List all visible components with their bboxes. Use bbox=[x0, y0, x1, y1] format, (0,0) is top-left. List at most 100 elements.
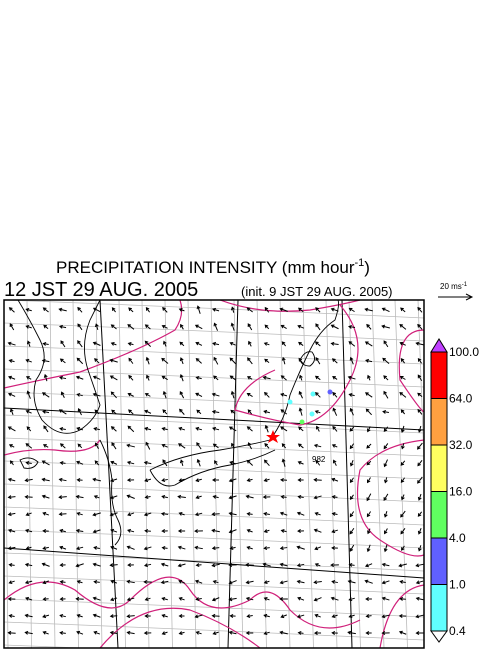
coastline bbox=[17, 300, 101, 434]
wind-arrow bbox=[109, 375, 118, 381]
wind-arrow bbox=[366, 477, 371, 484]
wind-arrow bbox=[246, 478, 253, 482]
wind-arrow bbox=[297, 443, 304, 449]
wind-arrow bbox=[245, 596, 254, 601]
colorbar-label: 0.4 bbox=[449, 624, 466, 638]
graticule-line bbox=[118, 300, 126, 648]
wind-arrow bbox=[417, 323, 423, 330]
wind-arrow bbox=[229, 546, 236, 551]
wind-arrow bbox=[211, 546, 220, 551]
wind-arrow bbox=[245, 580, 254, 585]
wind-arrow bbox=[144, 495, 151, 499]
graticule-line bbox=[210, 300, 220, 648]
wind-arrow bbox=[313, 631, 322, 635]
wind-arrow bbox=[111, 409, 117, 415]
wind-arrow bbox=[76, 426, 84, 431]
wind-arrow bbox=[297, 494, 304, 499]
wind-arrow bbox=[59, 358, 66, 364]
wind-arrow bbox=[280, 375, 287, 381]
wind-arrow bbox=[245, 631, 254, 635]
wind-arrow bbox=[349, 426, 355, 432]
wind-arrow bbox=[331, 444, 338, 448]
legend-arrow-head bbox=[465, 293, 474, 301]
wind-arrow bbox=[330, 307, 339, 312]
wind-arrow bbox=[383, 390, 389, 399]
wind-arrow bbox=[417, 545, 422, 552]
vector-legend-sup: -1 bbox=[462, 282, 468, 288]
wind-arrow bbox=[42, 341, 49, 346]
wind-arrow bbox=[280, 409, 288, 415]
wind-arrow bbox=[110, 426, 117, 432]
wind-arrow bbox=[348, 597, 355, 602]
wind-arrow bbox=[42, 546, 49, 551]
map-frame bbox=[3, 299, 425, 649]
wind-arrow bbox=[41, 477, 50, 482]
wind-arrow bbox=[263, 511, 270, 516]
wind-arrow bbox=[298, 357, 304, 364]
wind-arrow bbox=[263, 546, 270, 551]
wind-arrow bbox=[143, 631, 152, 635]
colorbar-label: 64.0 bbox=[449, 392, 473, 406]
graticule-line bbox=[4, 437, 424, 457]
wind-arrow bbox=[177, 563, 186, 568]
wind-arrow bbox=[400, 307, 406, 313]
wind-arrow bbox=[127, 563, 134, 567]
wind-arrow bbox=[214, 460, 218, 466]
wind-arrow bbox=[280, 494, 287, 499]
wind-arrow bbox=[297, 596, 305, 601]
wind-arrow bbox=[94, 323, 99, 331]
wind-arrow bbox=[7, 630, 16, 635]
wind-arrow bbox=[77, 340, 83, 348]
wind-arrow bbox=[110, 391, 117, 399]
wind-arrow bbox=[127, 528, 135, 533]
graticule-line bbox=[256, 300, 267, 648]
wind-arrow bbox=[7, 495, 16, 500]
wind-arrow bbox=[59, 630, 66, 635]
wind-arrow bbox=[399, 341, 406, 346]
precip-spot bbox=[310, 391, 316, 397]
wind-arrow bbox=[400, 358, 406, 364]
wind-arrow bbox=[59, 426, 66, 431]
graticule-line bbox=[187, 300, 197, 648]
wind-arrow bbox=[59, 597, 66, 601]
wind-arrow bbox=[381, 307, 390, 313]
graticule-line bbox=[164, 300, 173, 648]
wind-arrow bbox=[384, 528, 388, 535]
wind-arrow bbox=[110, 342, 117, 346]
wind-arrow bbox=[76, 392, 83, 397]
wind-arrow bbox=[264, 424, 269, 433]
wind-arrow bbox=[195, 495, 202, 500]
wind-arrow bbox=[145, 306, 151, 313]
graticule-line bbox=[394, 300, 408, 648]
wind-arrow bbox=[315, 459, 321, 466]
wind-arrow bbox=[314, 511, 321, 516]
wind-arrow bbox=[161, 596, 168, 601]
wind-arrow bbox=[9, 408, 14, 415]
wind-arrow bbox=[279, 580, 288, 585]
wind-arrow bbox=[146, 374, 150, 381]
wind-arrow bbox=[25, 358, 32, 363]
wind-arrow bbox=[195, 563, 202, 567]
wind-arrow bbox=[246, 392, 253, 397]
wind-arrow bbox=[127, 512, 135, 517]
wind-arrow bbox=[331, 512, 338, 516]
wind-arrow bbox=[196, 409, 202, 415]
wind-arrow bbox=[126, 494, 135, 499]
wind-arrow bbox=[25, 376, 32, 380]
wind-arrow bbox=[144, 478, 152, 483]
wind-arrow bbox=[194, 545, 203, 550]
wind-arrow bbox=[127, 425, 135, 433]
wind-arrow bbox=[314, 546, 322, 551]
wind-arrow bbox=[128, 357, 134, 364]
valid-time: 12 JST 29 AUG. 2005 bbox=[4, 279, 198, 301]
wind-arrow bbox=[212, 426, 220, 431]
wind-arrow bbox=[366, 511, 372, 518]
wind-arrow bbox=[75, 528, 84, 533]
wind-arrow bbox=[264, 391, 270, 398]
wind-arrow bbox=[400, 460, 406, 466]
wind-arrow bbox=[381, 324, 390, 329]
colorbar-under bbox=[430, 630, 448, 643]
colorbar: 100.0 64.0 32.0 16.0 4.0 1.0 0.4 bbox=[430, 338, 479, 643]
wind-arrow bbox=[264, 358, 270, 364]
wind-arrow bbox=[77, 408, 82, 416]
